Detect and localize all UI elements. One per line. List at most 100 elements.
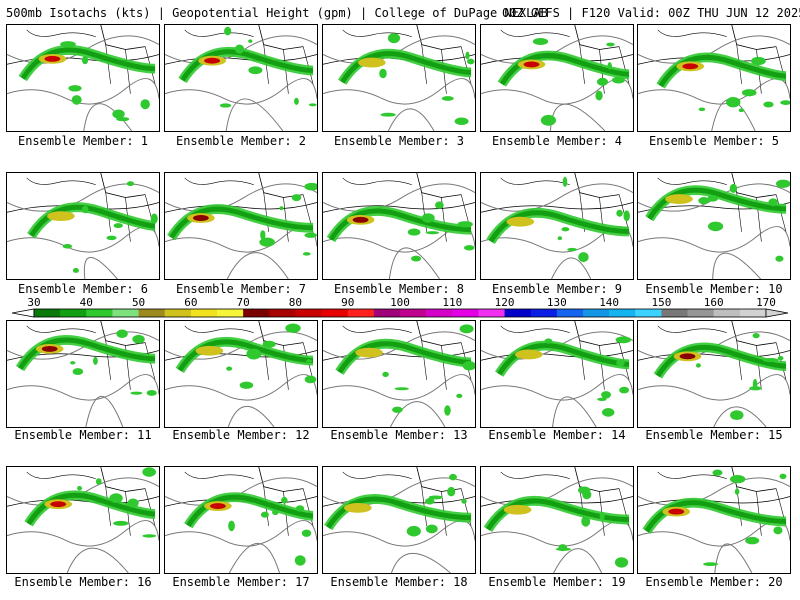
isotach-map xyxy=(638,467,790,573)
ensemble-member-label: Ensemble Member: 10 xyxy=(645,282,783,296)
ensemble-panel-7 xyxy=(164,172,318,280)
colorbar-swatch xyxy=(112,309,139,317)
isotach-map xyxy=(481,467,633,573)
colorbar-swatch xyxy=(504,309,532,317)
title-bar: 500mb Isotachs (kts) | Geopotential Heig… xyxy=(0,0,800,24)
isotach-map xyxy=(323,173,475,279)
ensemble-panel-1 xyxy=(6,24,160,132)
ensemble-member-label: Ensemble Member: 6 xyxy=(17,282,149,296)
colorbar-swatch xyxy=(34,309,61,317)
ensemble-panel-15 xyxy=(637,320,791,428)
ensemble-panel-9 xyxy=(480,172,634,280)
isotach-map xyxy=(165,25,317,131)
ensemble-panel-12 xyxy=(164,320,318,428)
ensemble-panel-17 xyxy=(164,466,318,574)
colorbar-swatch xyxy=(452,309,479,317)
ensemble-panel-2 xyxy=(164,24,318,132)
isotach-map xyxy=(323,467,475,573)
ensemble-member-label: Ensemble Member: 13 xyxy=(330,428,468,442)
colorbar-tick-label: 60 xyxy=(184,296,197,309)
colorbar-tick-label: 120 xyxy=(495,296,515,309)
ensemble-panel-11 xyxy=(6,320,160,428)
isotach-map xyxy=(323,25,475,131)
colorbar-tick-label: 80 xyxy=(289,296,302,309)
ensemble-panel-10 xyxy=(637,172,791,280)
colorbar-swatch xyxy=(556,309,584,317)
isotach-map xyxy=(165,467,317,573)
colorbar-tick-label: 170 xyxy=(756,296,776,309)
ensemble-panel-6 xyxy=(6,172,160,280)
colorbar-swatch xyxy=(530,309,558,317)
isotach-map xyxy=(165,321,317,427)
ensemble-panel-3 xyxy=(322,24,476,132)
colorbar-swatch xyxy=(243,309,270,317)
ensemble-member-label: Ensemble Member: 3 xyxy=(333,134,465,148)
colorbar-swatch xyxy=(217,309,244,317)
ensemble-member-label: Ensemble Member: 8 xyxy=(333,282,465,296)
isotach-map xyxy=(481,25,633,131)
colorbar-swatch xyxy=(583,309,610,317)
colorbar-swatch xyxy=(190,309,218,317)
isotach-map xyxy=(7,173,159,279)
colorbar-swatch xyxy=(687,309,715,317)
isotach-colorbar: 30 40 50 60 70 80 90 100 110 120 130 140 150 160 170 xyxy=(11,296,789,318)
ensemble-member-label: Ensemble Member: 15 xyxy=(645,428,783,442)
ensemble-member-label: Ensemble Member: 17 xyxy=(172,575,310,589)
ensemble-member-label: Ensemble Member: 20 xyxy=(645,575,783,589)
ensemble-member-label: Ensemble Member: 16 xyxy=(14,575,152,589)
ensemble-member-label: Ensemble Member: 11 xyxy=(14,428,152,442)
colorbar-tick-label: 50 xyxy=(132,296,145,309)
ensemble-panel-8 xyxy=(322,172,476,280)
colorbar-swatch xyxy=(400,309,427,317)
colorbar-swatch xyxy=(739,309,767,317)
ensemble-panel-18 xyxy=(322,466,476,574)
isotach-map xyxy=(7,467,159,573)
colorbar-swatch xyxy=(713,309,741,317)
isotach-map xyxy=(481,321,633,427)
ensemble-member-label: Ensemble Member: 9 xyxy=(491,282,623,296)
ensemble-member-label: Ensemble Member: 1 xyxy=(17,134,149,148)
colorbar-swatch xyxy=(347,309,375,317)
colorbar-tick-label: 100 xyxy=(390,296,410,309)
product-title: 500mb Isotachs (kts) | Geopotential Heig… xyxy=(6,6,548,20)
ensemble-panel-5 xyxy=(637,24,791,132)
ensemble-member-label: Ensemble Member: 14 xyxy=(488,428,626,442)
isotach-map xyxy=(7,321,159,427)
colorbar-right-arrow xyxy=(765,308,789,318)
ensemble-member-label: Ensemble Member: 19 xyxy=(488,575,626,589)
isotach-map xyxy=(323,321,475,427)
ensemble-panel-16 xyxy=(6,466,160,574)
colorbar-tick-label: 150 xyxy=(651,296,671,309)
colorbar-swatch xyxy=(269,309,296,317)
colorbar-swatch xyxy=(164,309,192,317)
ensemble-member-label: Ensemble Member: 4 xyxy=(491,134,623,148)
colorbar-swatch xyxy=(295,309,322,317)
colorbar-tick-label: 130 xyxy=(547,296,567,309)
ensemble-panel-14 xyxy=(480,320,634,428)
colorbar-tick-label: 140 xyxy=(599,296,619,309)
colorbar-tick-label: 30 xyxy=(27,296,40,309)
ensemble-member-label: Ensemble Member: 7 xyxy=(175,282,307,296)
colorbar-swatch xyxy=(635,309,662,317)
colorbar-swatch xyxy=(426,309,453,317)
ensemble-member-label: Ensemble Member: 5 xyxy=(648,134,780,148)
colorbar-tick-label: 40 xyxy=(80,296,93,309)
colorbar-left-arrow xyxy=(11,308,35,318)
ensemble-panel-4 xyxy=(480,24,634,132)
colorbar-swatch xyxy=(609,309,636,317)
isotach-map xyxy=(638,25,790,131)
isotach-map xyxy=(481,173,633,279)
colorbar-tick-label: 110 xyxy=(442,296,462,309)
colorbar-tick-label: 90 xyxy=(341,296,354,309)
colorbar-swatch xyxy=(138,309,166,317)
run-valid-title: 00Z GEFS | F120 Valid: 00Z THU JUN 12 20… xyxy=(502,6,800,20)
colorbar-swatch xyxy=(60,309,87,317)
colorbar-tick-label: 160 xyxy=(704,296,724,309)
ensemble-member-label: Ensemble Member: 2 xyxy=(175,134,307,148)
ensemble-panel-20 xyxy=(637,466,791,574)
colorbar-swatch xyxy=(661,309,688,317)
isotach-map xyxy=(638,321,790,427)
colorbar-swatch xyxy=(478,309,505,317)
colorbar-swatch xyxy=(373,309,401,317)
colorbar-tick-label: 70 xyxy=(237,296,250,309)
